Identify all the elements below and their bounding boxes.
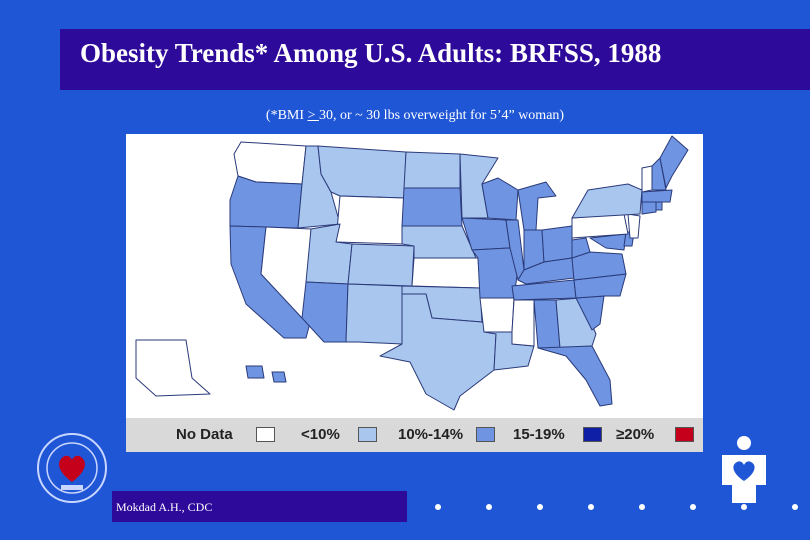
state-sd: [401, 187, 463, 227]
state-nj: [627, 213, 641, 239]
state-or: [229, 175, 303, 229]
legend-label: <10%: [301, 426, 340, 443]
subtitle: (*BMI > 30, or ~ 30 lbs overweight for 5…: [0, 108, 810, 124]
footer-dot: [741, 504, 747, 510]
state-tn: [511, 279, 577, 301]
state-ri: [655, 201, 663, 211]
state-oh: [541, 225, 573, 263]
heart-person-logo: [722, 436, 766, 503]
page-title: Obesity Trends* Among U.S. Adults: BRFSS…: [80, 38, 662, 68]
state-wv: [571, 237, 591, 259]
legend-label: 15-19%: [513, 426, 565, 443]
state-nd: [403, 151, 461, 189]
state-wi: [481, 177, 519, 221]
state-vt: [641, 165, 653, 193]
map-panel: No Data <10% 10%-14% 15-19% ≥20%: [126, 134, 703, 452]
footer-dot: [486, 504, 492, 510]
legend-swatch: [583, 427, 602, 442]
legend-swatch: [476, 427, 495, 442]
legend-label: 10%-14%: [398, 426, 464, 443]
legend-swatch: [358, 427, 377, 442]
legend-swatch: [675, 427, 694, 442]
footer-dot: [639, 504, 645, 510]
state-fl: [537, 345, 613, 407]
subtitle-pre: (*BMI: [265, 108, 308, 123]
footer-dot: [690, 504, 696, 510]
credit-text: Mokdad A.H., CDC: [116, 500, 213, 514]
state-nh: [651, 157, 667, 191]
footer-dot: [435, 504, 441, 510]
us-map: [135, 135, 689, 411]
legend: No Data <10% 10%-14% 15-19% ≥20%: [126, 418, 703, 452]
state-nm: [345, 283, 403, 345]
state-mi: [517, 181, 557, 231]
footer-dot: [792, 504, 798, 510]
subtitle-post: 30, or ~ 30 lbs overweight for 5’4” woma…: [318, 108, 565, 123]
state-hi: [245, 365, 287, 383]
state-ma: [641, 189, 673, 203]
legend-swatch: [256, 427, 275, 442]
state-me: [659, 135, 689, 189]
state-ak: [135, 339, 211, 397]
title-bar: Obesity Trends* Among U.S. Adults: BRFSS…: [60, 29, 810, 90]
state-ms: [511, 299, 535, 347]
legend-label: ≥20%: [616, 426, 655, 443]
state-az: [301, 281, 349, 343]
footer-dot: [588, 504, 594, 510]
subtitle-ge-symbol: >: [307, 108, 319, 123]
state-co: [347, 243, 415, 287]
legend-label: No Data: [176, 426, 233, 443]
footer-dot: [537, 504, 543, 510]
state-wa: [233, 141, 307, 185]
school-seal-logo: [37, 433, 107, 503]
state-tx: [379, 293, 497, 411]
state-mt: [317, 145, 407, 199]
state-ks: [411, 257, 481, 289]
state-ct: [641, 201, 657, 215]
state-wy: [335, 195, 405, 245]
credit-box: Mokdad A.H., CDC: [112, 491, 407, 522]
state-ar: [479, 297, 515, 333]
state-ny: [571, 183, 643, 219]
